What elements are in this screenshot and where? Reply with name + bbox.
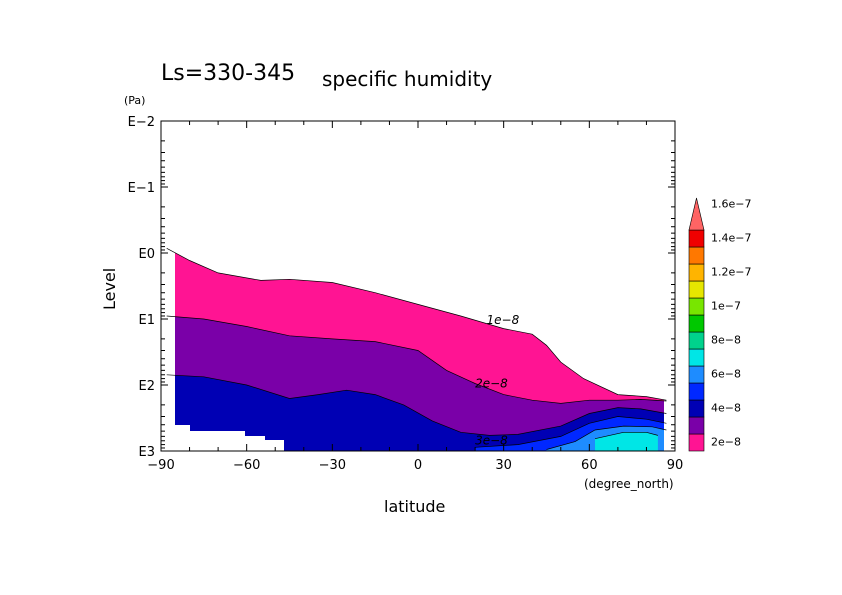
- y-tick-label: E2: [139, 379, 156, 394]
- colorbar: 2e−8 4e−8 6e−8 8e−8 1e−7 1.2e−7 1.4e−7 1.6e−7: [688, 197, 751, 452]
- y-tick-label: E1: [139, 313, 156, 328]
- contour-region-3: [166, 374, 667, 451]
- x-tick-label: 60: [581, 458, 598, 473]
- colorbar-swatch: [688, 229, 705, 248]
- x-axis-label: latitude: [384, 497, 445, 516]
- contour-line-2: [166, 315, 667, 404]
- colorbar-swatch: [688, 314, 705, 333]
- y-tick-label: E−2: [128, 115, 155, 130]
- y-tick-label: E3: [139, 445, 156, 460]
- colorbar-swatch: [688, 297, 705, 316]
- contour-line-5: [546, 425, 667, 450]
- y-axis-units: (Pa): [124, 94, 145, 107]
- colorbar-swatch: [688, 280, 705, 299]
- x-tick-label: −60: [233, 458, 260, 473]
- chart-title-sub: specific humidity: [322, 67, 492, 91]
- colorbar-swatch: [688, 331, 705, 350]
- y-axis-ticks: E−2 E−1 E0 E1 E2 E3: [128, 115, 675, 460]
- colorbar-swatch: [688, 365, 705, 384]
- colorbar-label: 2e−8: [711, 436, 741, 449]
- colorbar-label: 8e−8: [711, 334, 741, 347]
- colorbar-label: 1e−7: [711, 300, 741, 313]
- colorbar-swatch: [688, 263, 705, 282]
- colorbar-label: 6e−8: [711, 368, 741, 381]
- contour-line-4: [475, 416, 667, 448]
- x-axis-ticks: −90 −60 −30 0 30 60 90: [147, 121, 683, 473]
- x-tick-label: 0: [414, 458, 422, 473]
- colorbar-swatch: [688, 246, 705, 265]
- contour-fill-regions: [166, 248, 667, 451]
- contour-line-6: [594, 431, 658, 440]
- colorbar-label: 4e−8: [711, 402, 741, 415]
- colorbar-swatch: [688, 433, 705, 452]
- colorbar-label: 1.4e−7: [711, 232, 751, 245]
- x-tick-label: 30: [495, 458, 512, 473]
- contour-line-1: [166, 247, 667, 401]
- mask-top: [161, 121, 675, 236]
- colorbar-label: 1.2e−7: [711, 266, 751, 279]
- contour-lines: [166, 247, 667, 450]
- y-tick-label: E0: [139, 247, 156, 262]
- chart-title-main: Ls=330-345: [161, 61, 295, 86]
- contour-region-6: [595, 432, 658, 451]
- x-axis-units: (degree_north): [584, 477, 674, 491]
- colorbar-swatch: [688, 382, 705, 401]
- colorbar-overflow-triangle: [688, 197, 705, 231]
- colorbar-swatch: [688, 416, 705, 435]
- missing-data-mask: [161, 121, 675, 451]
- y-axis-label: Level: [100, 268, 119, 310]
- contour-line-3: [166, 374, 667, 436]
- x-tick-label: −90: [147, 458, 174, 473]
- x-tick-label: −30: [319, 458, 346, 473]
- x-tick-label: 90: [667, 458, 684, 473]
- contour-label: 2e−8: [475, 377, 508, 391]
- colorbar-swatch: [688, 399, 705, 418]
- mask-right: [664, 121, 675, 451]
- contour-label: 3e−8: [475, 434, 508, 448]
- contour-label: 1e−8: [487, 313, 520, 327]
- mask-left: [161, 121, 284, 451]
- colorbar-label: 1.6e−7: [711, 198, 751, 211]
- y-tick-label: E−1: [128, 181, 155, 196]
- contour-labels: 1e−8 2e−8 3e−8: [475, 313, 519, 447]
- colorbar-swatch: [688, 348, 705, 367]
